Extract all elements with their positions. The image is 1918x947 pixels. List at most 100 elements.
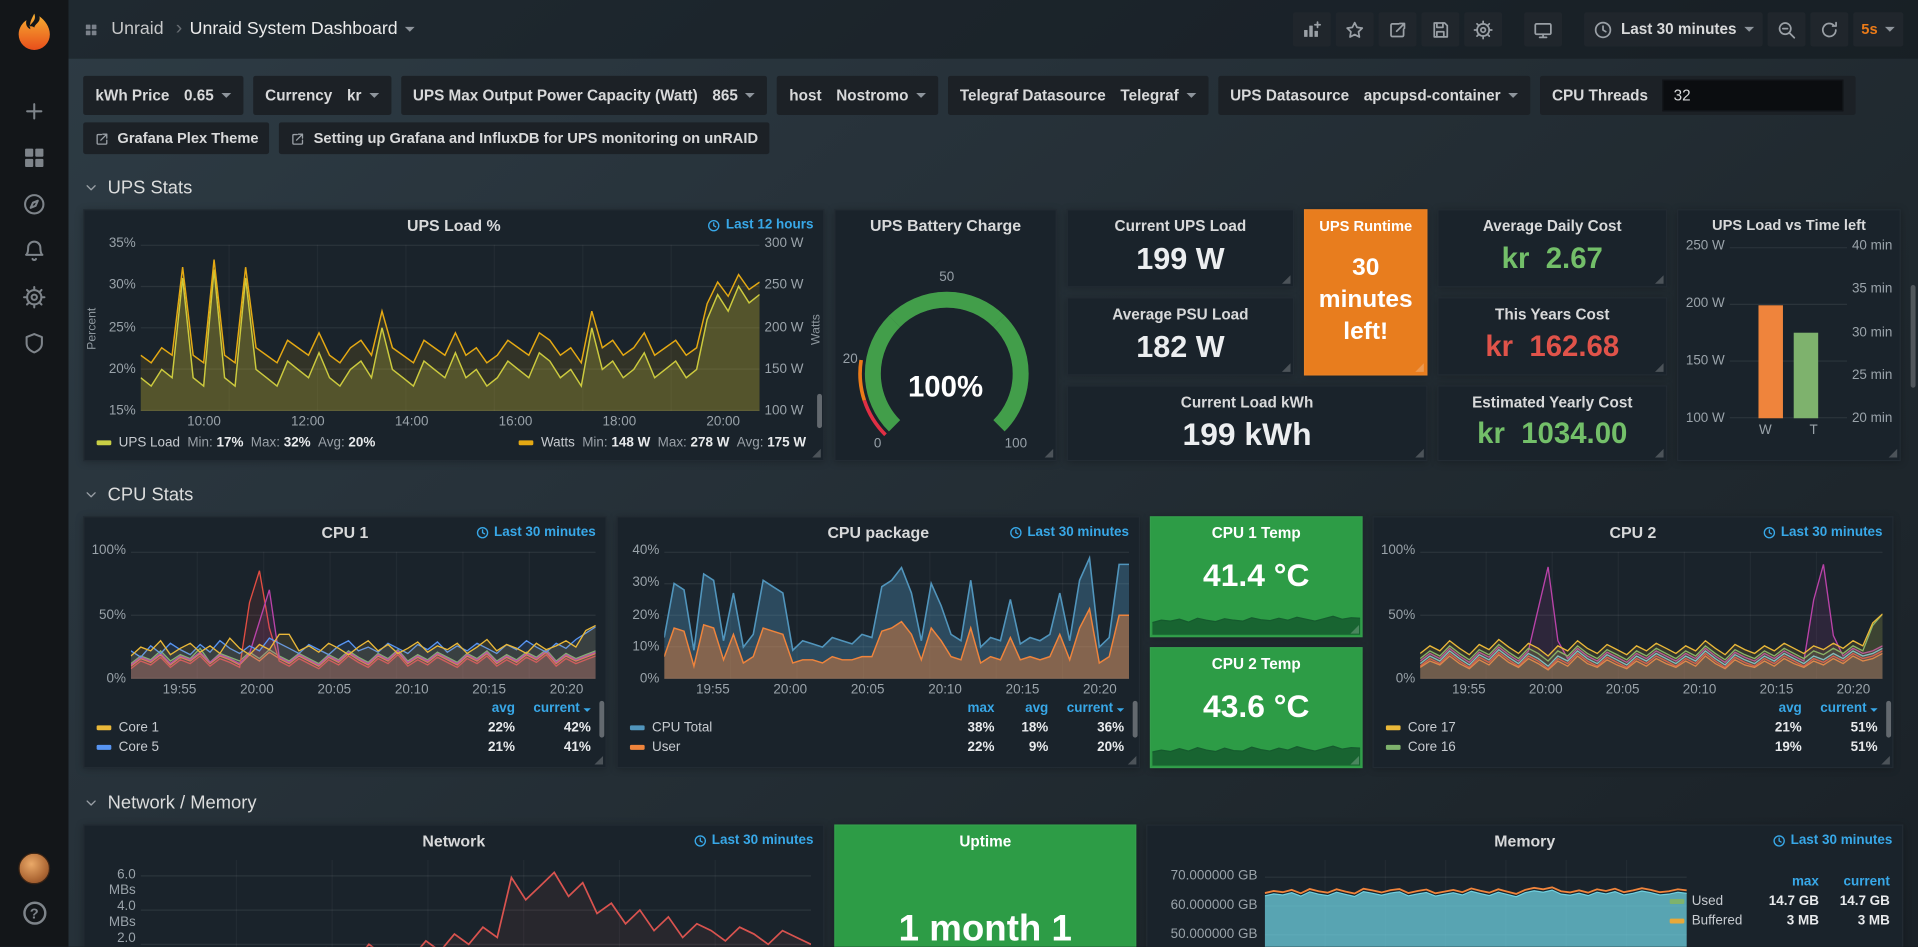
variable-value-dropdown[interactable]: Nostromo [836, 87, 926, 104]
legend-col-avg[interactable]: avg [1778, 700, 1802, 716]
time-override-label[interactable]: Last 30 minutes [1009, 525, 1129, 539]
variable-value-dropdown[interactable]: kr [347, 87, 379, 104]
stat-title[interactable]: CPU 1 Temp [1211, 524, 1301, 542]
dashboard-link-ups-guide[interactable]: Setting up Grafana and InfluxDB for UPS … [279, 122, 770, 155]
breadcrumb-dashboard-title[interactable]: Unraid System Dashboard [189, 19, 398, 40]
legend-col-current[interactable]: current [1802, 701, 1878, 716]
cycle-view-mode-button[interactable] [1524, 12, 1563, 47]
breadcrumb-app[interactable]: Unraid [111, 19, 164, 40]
dashboard-dropdown-caret-icon[interactable] [405, 26, 415, 32]
memory-chart[interactable] [1264, 859, 1687, 947]
panel-title[interactable]: UPS Load vs Time left [1711, 216, 1866, 234]
legend-series-user[interactable]: User [629, 740, 936, 755]
server-admin-button[interactable] [10, 320, 59, 366]
zoom-out-time-button[interactable] [1767, 12, 1806, 47]
stat-title[interactable]: CPU 2 Temp [1211, 655, 1301, 673]
legend-scrollbar[interactable] [1886, 700, 1892, 738]
page-scrollbar[interactable] [1910, 285, 1916, 388]
refresh-interval-picker[interactable]: 5s [1852, 12, 1904, 47]
variable-value-dropdown[interactable]: 865 [712, 87, 756, 104]
axis-tick: 20% [632, 607, 660, 623]
legend-col-current[interactable]: current [515, 701, 591, 716]
legend-col-avg[interactable]: avg [1025, 700, 1049, 716]
stat-title[interactable]: This Years Cost [1495, 305, 1610, 323]
legend-col-max[interactable]: max [967, 700, 995, 716]
explore-button[interactable] [10, 181, 59, 227]
stat-title[interactable]: Current UPS Load [1114, 217, 1247, 235]
panel-average-psu-load: Average PSU Load 182 W [1066, 297, 1295, 376]
network-chart[interactable] [140, 859, 811, 947]
save-dashboard-button[interactable] [1421, 12, 1460, 47]
panel-title[interactable]: Memory [1494, 831, 1556, 851]
cpu-package-chart[interactable] [664, 551, 1130, 679]
help-icon[interactable]: ? [22, 901, 46, 925]
dashboard-link-plex-theme[interactable]: Grafana Plex Theme [83, 122, 270, 155]
stat-title[interactable]: Average Daily Cost [1482, 217, 1622, 235]
ups-load-chart[interactable] [140, 244, 760, 411]
axis-tick: 0% [1395, 671, 1416, 687]
legend-col-max[interactable]: max [1791, 874, 1819, 890]
time-override-label[interactable]: Last 12 hours [708, 218, 813, 232]
legend-scrollbar[interactable] [1132, 700, 1138, 738]
legend-series-core17[interactable]: Core 17 [1385, 720, 1738, 735]
legend-series-core16[interactable]: Core 16 [1385, 740, 1738, 755]
cpu1-chart[interactable] [130, 551, 596, 679]
star-icon [1346, 21, 1364, 38]
time-range-picker[interactable]: Last 30 minutes [1584, 12, 1763, 47]
legend-scrollbar[interactable] [817, 393, 822, 429]
legend-series-core5[interactable]: Core 5 [96, 740, 452, 755]
variable-ups-max-output: UPS Max Output Power Capacity (Watt) 865 [400, 75, 768, 115]
panel-title[interactable]: CPU 1 [321, 523, 369, 542]
alerting-button[interactable] [10, 228, 59, 274]
section-network-memory[interactable]: Network / Memory [68, 790, 1917, 814]
legend-scrollbar[interactable] [599, 700, 605, 738]
user-avatar[interactable] [18, 852, 51, 885]
panel-title[interactable]: UPS Load % [406, 216, 501, 235]
axis-tick: 35% [108, 236, 136, 251]
legend-col-current[interactable]: current [1843, 874, 1890, 890]
ups-bar-chart[interactable] [1729, 247, 1848, 419]
legend-series-cpu-total[interactable]: CPU Total [629, 720, 936, 735]
configuration-button[interactable] [10, 274, 59, 320]
stat-title[interactable]: UPS Runtime [1319, 217, 1413, 235]
variable-value-dropdown[interactable]: apcupsd-container [1364, 87, 1518, 104]
dashboards-button[interactable] [10, 135, 59, 181]
stat-title[interactable]: Uptime [959, 833, 1012, 851]
star-dashboard-button[interactable] [1335, 12, 1374, 47]
add-panel-button[interactable] [1293, 12, 1332, 47]
battery-gauge[interactable]: 0 20 50 100 [843, 245, 1051, 453]
time-override-label[interactable]: Last 30 minutes [1762, 525, 1883, 539]
legend-series-used[interactable]: Used [1669, 894, 1748, 909]
section-ups-stats[interactable]: UPS Stats [68, 175, 1917, 199]
legend-item-ups-load[interactable]: UPS Load Min: 17% Max: 32% Avg: 20% [96, 435, 375, 450]
refresh-button[interactable] [1809, 12, 1848, 47]
section-cpu-stats[interactable]: CPU Stats [68, 482, 1917, 506]
stat-title[interactable]: Estimated Yearly Cost [1472, 393, 1633, 411]
legend-item-watts[interactable]: Watts Min: 148 W Max: 278 W Avg: 175 W [518, 435, 806, 450]
panel-title[interactable]: Network [422, 831, 486, 851]
legend-series-core1[interactable]: Core 1 [96, 720, 452, 735]
time-override-label[interactable]: Last 30 minutes [1772, 833, 1892, 848]
main-area: Unraid › Unraid System Dashboard Last 30… [68, 0, 1918, 947]
time-override-label[interactable]: Last 30 minutes [476, 525, 596, 539]
panel-title[interactable]: CPU 2 [1609, 523, 1657, 542]
cpu-threads-input[interactable] [1662, 79, 1844, 112]
cpu2-chart[interactable] [1420, 551, 1883, 679]
dashboard-settings-button[interactable] [1464, 12, 1503, 47]
stat-title[interactable]: Current Load kWh [1180, 393, 1314, 411]
time-override-label[interactable]: Last 30 minutes [693, 833, 813, 848]
time-range-caret-icon [1743, 26, 1754, 32]
variable-value-dropdown[interactable]: Telegraf [1120, 87, 1196, 104]
create-button[interactable] [10, 88, 59, 134]
panel-title[interactable]: CPU package [827, 523, 930, 542]
share-dashboard-button[interactable] [1378, 12, 1417, 47]
legend-col-current[interactable]: current [1048, 701, 1125, 716]
stat-title[interactable]: Average PSU Load [1112, 305, 1249, 323]
legend-series-buffered[interactable]: Buffered [1669, 914, 1748, 928]
panel-title[interactable]: UPS Battery Charge [869, 216, 1022, 235]
legend-col-avg[interactable]: avg [491, 700, 515, 716]
axis-tick: 20:20 [1083, 682, 1117, 698]
grafana-logo-icon[interactable] [12, 10, 56, 54]
variable-value-dropdown[interactable]: 0.65 [184, 87, 231, 104]
